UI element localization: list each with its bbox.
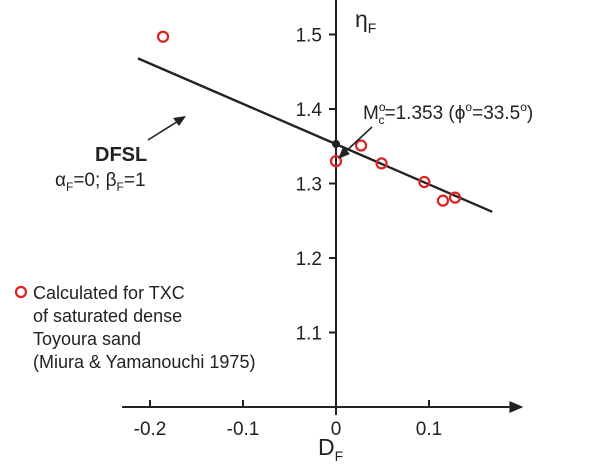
data-point <box>329 155 343 168</box>
x-axis-label: DF <box>318 434 343 464</box>
ticks: -0.2 -0.1 0 0.1 1.1 1.2 1.3 1.4 1.5 <box>134 26 443 441</box>
mc-arrow <box>338 126 373 159</box>
y-tick-label: 1.3 <box>296 175 322 196</box>
data-points <box>156 30 462 207</box>
data-point <box>418 175 431 189</box>
legend-marker <box>14 285 28 299</box>
dfsl-line <box>137 57 493 213</box>
data-point <box>436 194 450 207</box>
data-point <box>156 30 170 43</box>
x-tick-label: -0.1 <box>227 419 260 440</box>
data-point <box>375 157 388 170</box>
intersection-point <box>332 140 340 149</box>
dfsl-arrow <box>147 116 186 141</box>
data-point <box>448 191 462 204</box>
axes <box>122 0 524 415</box>
legend-line-3: Toyoura sand <box>33 329 141 349</box>
legend: Calculated for TXC of saturated dense To… <box>14 283 255 372</box>
dfsl-title: DFSL <box>95 144 147 166</box>
fit-line-group <box>137 57 493 213</box>
x-tick-label: 0 <box>331 419 342 440</box>
y-axis-label: ηF <box>355 6 376 36</box>
dfsl-params: αF=0; βF=1 <box>55 170 146 194</box>
annotations: ηF DF DFSL αF=0; βF=1 Mo c=1.353 (ϕo=33.5… <box>14 6 533 464</box>
legend-line-2: of saturated dense <box>33 306 182 326</box>
mc-annotation: Mo c=1.353 (ϕo=33.5o) <box>363 100 533 127</box>
x-tick-label: -0.2 <box>134 419 167 440</box>
y-tick-label: 1.1 <box>296 324 322 345</box>
legend-line-1: Calculated for TXC <box>33 283 185 303</box>
data-point <box>355 139 368 152</box>
legend-line-4: (Miura & Yamanouchi 1975) <box>33 352 255 372</box>
x-axis-arrow <box>509 401 524 413</box>
y-tick-label: 1.2 <box>296 249 322 270</box>
y-tick-label: 1.4 <box>296 100 323 121</box>
x-tick-label: 0.1 <box>416 419 442 440</box>
y-tick-label: 1.5 <box>296 26 322 47</box>
